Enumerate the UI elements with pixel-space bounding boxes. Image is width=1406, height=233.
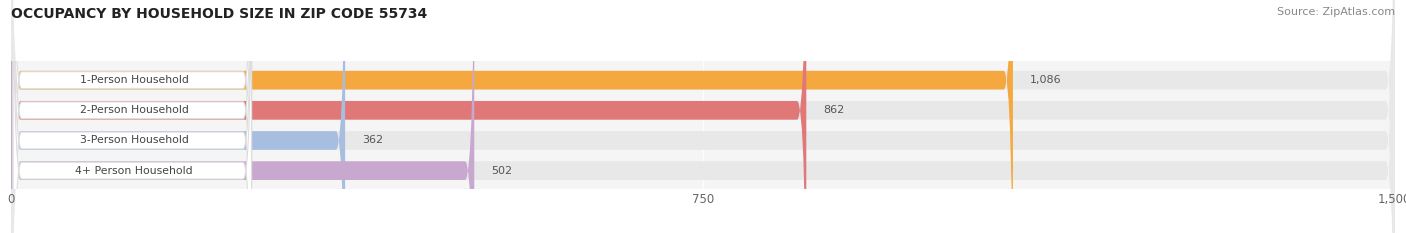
Text: 2-Person Household: 2-Person Household [80,105,188,115]
FancyBboxPatch shape [13,0,252,233]
Text: 1,086: 1,086 [1029,75,1062,85]
FancyBboxPatch shape [11,0,1395,233]
Text: 3-Person Household: 3-Person Household [80,135,188,145]
FancyBboxPatch shape [11,0,806,233]
FancyBboxPatch shape [11,0,474,233]
FancyBboxPatch shape [11,0,1012,233]
Text: 362: 362 [361,135,382,145]
Text: 502: 502 [491,166,512,176]
FancyBboxPatch shape [11,0,344,233]
Text: 862: 862 [823,105,844,115]
Text: Source: ZipAtlas.com: Source: ZipAtlas.com [1277,7,1395,17]
FancyBboxPatch shape [11,0,1395,233]
FancyBboxPatch shape [13,0,252,233]
FancyBboxPatch shape [11,0,1395,233]
Text: OCCUPANCY BY HOUSEHOLD SIZE IN ZIP CODE 55734: OCCUPANCY BY HOUSEHOLD SIZE IN ZIP CODE … [11,7,427,21]
FancyBboxPatch shape [13,0,252,233]
Text: 1-Person Household: 1-Person Household [80,75,188,85]
Text: 4+ Person Household: 4+ Person Household [76,166,193,176]
FancyBboxPatch shape [11,0,1395,233]
FancyBboxPatch shape [13,0,252,233]
